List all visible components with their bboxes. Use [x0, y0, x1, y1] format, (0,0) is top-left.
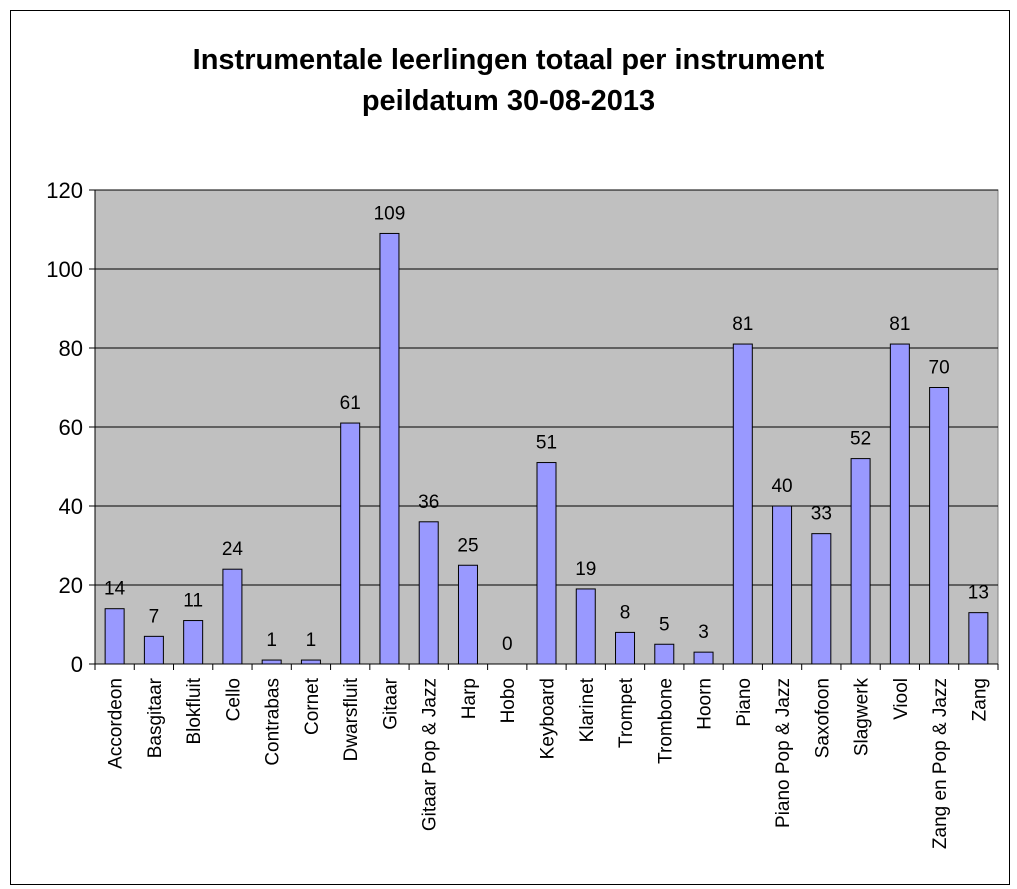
x-tick-label-piano-pop-jazz: Piano Pop & Jazz [773, 678, 794, 828]
x-tick-label-blokfluit: Blokfluit [184, 677, 205, 744]
bar-blokfluit [183, 620, 204, 665]
bar-harp [457, 564, 478, 665]
data-label-basgitaar: 7 [149, 606, 160, 627]
bar-klarinet [575, 588, 596, 665]
data-label-piano-pop-jazz: 40 [771, 476, 792, 497]
data-label-keyboard: 51 [536, 433, 557, 454]
bar-slagwerk [850, 458, 871, 665]
x-tick-label-hoorn: Hoorn [695, 678, 716, 730]
data-label-hoorn: 3 [698, 622, 709, 643]
x-tick-label-slagwerk: Slagwerk [852, 678, 873, 757]
x-tick-label-hobo: Hobo [498, 678, 519, 723]
data-label-contrabas: 1 [266, 630, 277, 651]
bar-keyboard [536, 462, 557, 665]
data-label-klarinet: 19 [575, 559, 596, 580]
bar-saxofoon [811, 533, 832, 665]
data-label-trombone: 5 [659, 614, 670, 635]
x-tick-label-gitaar-pop-jazz: Gitaar Pop & Jazz [420, 678, 441, 831]
y-tick-label: 0 [71, 652, 83, 677]
data-label-gitaar: 109 [374, 203, 406, 224]
y-tick-label: 100 [46, 257, 83, 282]
axes [94, 190, 998, 665]
x-tick-label-gitaar: Gitaar [380, 677, 401, 729]
x-tick-label-harp: Harp [459, 678, 480, 719]
y-tick-label: 80 [59, 336, 83, 361]
x-tick-label-saxofoon: Saxofoon [812, 678, 833, 758]
bar-dwarsfluit [340, 422, 361, 665]
y-tick-label: 60 [59, 415, 83, 440]
chart-subtitle: peildatum 30-08-2013 [361, 85, 656, 117]
x-tick-label-accordeon: Accordeon [106, 678, 127, 769]
data-label-dwarsfluit: 61 [340, 393, 361, 414]
y-tick-label: 40 [59, 494, 83, 519]
data-label-zang-en-pop-jazz: 70 [929, 358, 950, 379]
bar-zang-en-pop-jazz [929, 387, 950, 665]
x-tick-label-trompet: Trompet [616, 677, 637, 748]
data-label-saxofoon: 33 [811, 504, 832, 525]
x-tick-label-keyboard: Keyboard [538, 678, 559, 759]
x-tick-label-zang-en-pop-jazz: Zang en Pop & Jazz [930, 678, 951, 849]
data-label-trompet: 8 [620, 602, 631, 623]
y-axis-ticks: 0 20 40 60 80 100 120 [46, 178, 95, 677]
y-tick-label: 120 [46, 178, 83, 203]
bar-piano-pop-jazz [772, 505, 793, 665]
data-label-slagwerk: 52 [850, 429, 871, 450]
x-tick-label-klarinet: Klarinet [577, 677, 598, 742]
bar-trompet [615, 631, 636, 665]
bar-viool [889, 343, 910, 665]
data-label-accordeon: 14 [104, 579, 126, 600]
x-tick-label-basgitaar: Basgitaar [145, 677, 166, 758]
x-tick-label-cello: Cello [223, 678, 244, 721]
data-label-zang: 13 [968, 583, 989, 604]
bar-accordeon [104, 608, 125, 665]
data-label-cello: 24 [222, 539, 244, 560]
bar-trombone [654, 643, 675, 665]
x-tick-label-dwarsfluit: Dwarsfluit [341, 677, 362, 761]
bar-contrabas [261, 659, 282, 665]
x-tick-label-piano: Piano [734, 678, 755, 727]
bar-cornet [300, 659, 321, 665]
data-label-harp: 25 [457, 535, 478, 556]
x-tick-label-viool: Viool [891, 678, 912, 720]
bar-gitaar-pop-jazz [418, 521, 439, 665]
x-tick-label-contrabas: Contrabas [263, 678, 284, 766]
data-label-cornet: 1 [306, 630, 317, 651]
data-label-hobo: 0 [502, 634, 513, 655]
y-tick-label: 20 [59, 573, 83, 598]
bar-gitaar [379, 232, 400, 665]
bar-hoorn [693, 651, 714, 665]
x-tick-label-cornet: Cornet [302, 677, 323, 735]
chart-title: Instrumentale leerlingen totaal per inst… [192, 44, 825, 76]
x-axis-ticks: Accordeon Basgitaar Blokfluit Cello Contraba… [94, 664, 999, 849]
data-label-piano: 81 [732, 314, 753, 335]
bar-piano [732, 343, 753, 665]
bar-zang [968, 612, 989, 665]
x-tick-label-zang: Zang [969, 678, 990, 721]
data-label-gitaar-pop-jazz: 36 [418, 492, 439, 513]
data-label-blokfluit: 11 [183, 591, 203, 612]
bar-basgitaar [143, 635, 164, 665]
bar-cello [222, 568, 243, 665]
data-label-viool: 81 [889, 314, 910, 335]
x-tick-label-trombone: Trombone [655, 678, 676, 764]
